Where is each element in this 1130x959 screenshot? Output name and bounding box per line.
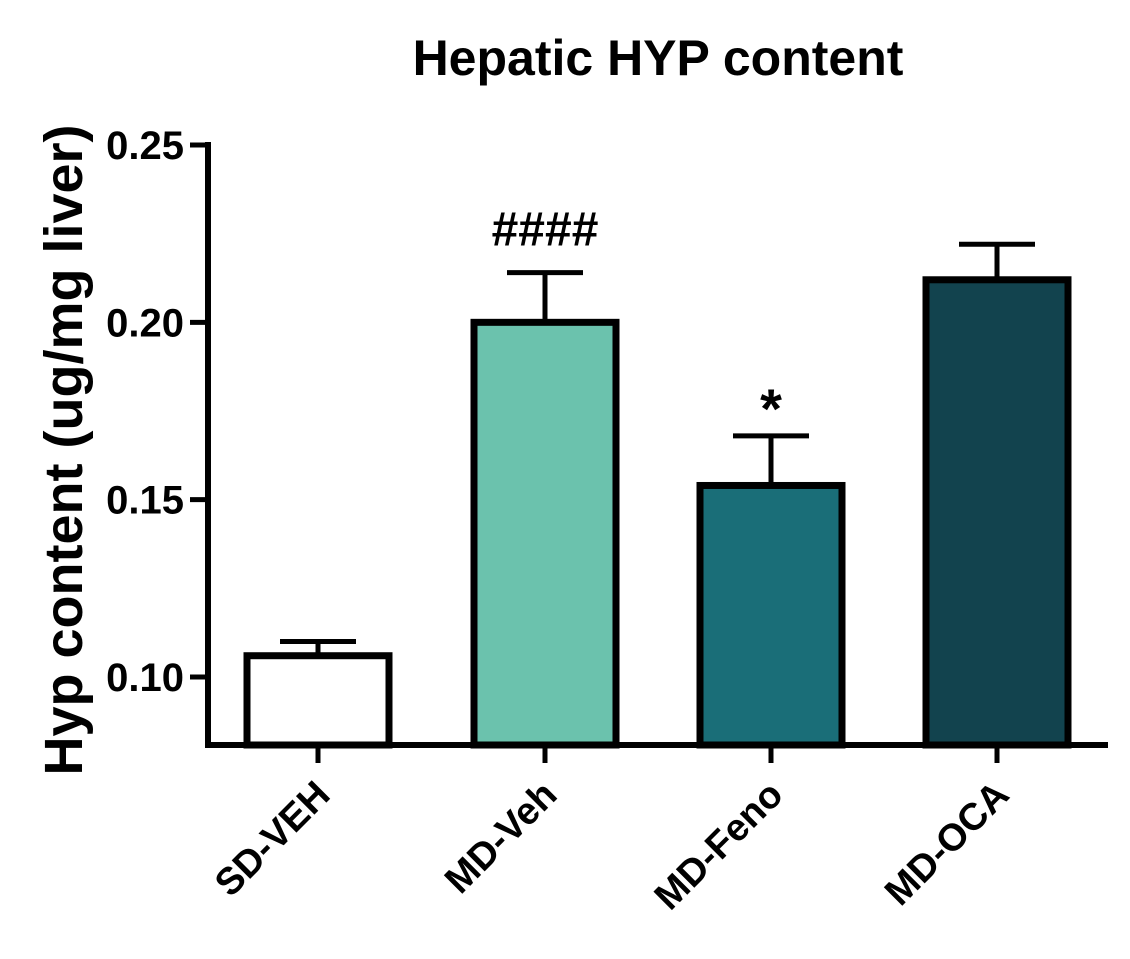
- y-tick-label: 0.20: [106, 301, 184, 345]
- chart-title: Hepatic HYP content: [413, 30, 904, 86]
- significance-label-md-feno: *: [760, 377, 782, 440]
- x-tick-label-md-oca: MD-OCA: [877, 774, 1017, 914]
- y-axis-label: Hyp content (ug/mg liver): [34, 124, 94, 775]
- plot-area: SD-VEH #### MD-Veh * MD-Feno MD-OCA 0.10 0.15 0.…: [106, 124, 1108, 918]
- y-tick-label: 0.10: [106, 656, 184, 700]
- bar-sd-veh: [243, 652, 393, 749]
- x-tick-label-md-veh: MD-Veh: [437, 774, 565, 902]
- y-tick-label: 0.25: [106, 124, 184, 168]
- bar-md-veh: [470, 318, 620, 749]
- y-tick-label: 0.15: [106, 479, 184, 523]
- bar-md-feno: [696, 481, 846, 749]
- bar-md-oca: [922, 276, 1072, 749]
- x-tick-label-md-feno: MD-Feno: [647, 774, 792, 919]
- x-tick-label-sd-veh: SD-VEH: [207, 774, 338, 905]
- significance-label-md-veh: ####: [492, 204, 599, 257]
